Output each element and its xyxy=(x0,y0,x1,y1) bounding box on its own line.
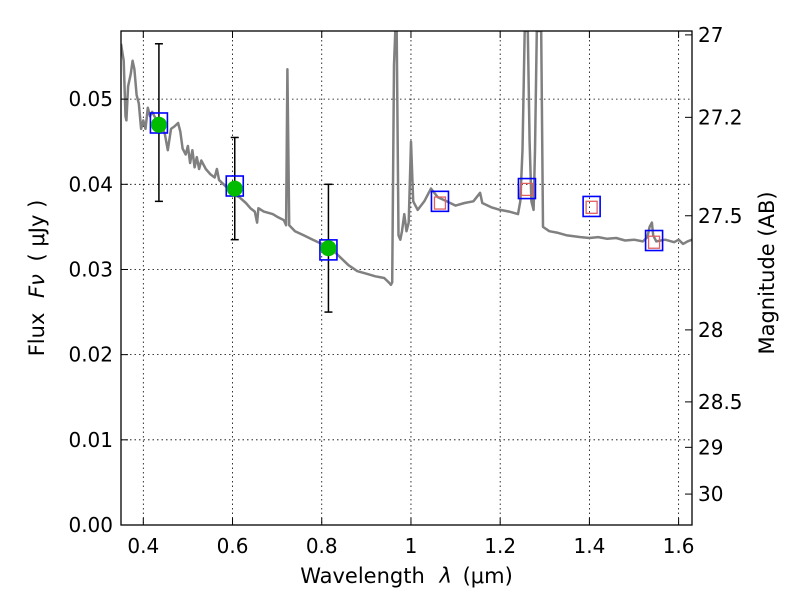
x-tick-label: 0.4 xyxy=(127,534,159,558)
y-axis-label-symbol: Fν xyxy=(25,274,49,298)
y-axis-label: Flux Fν ( μJy ) xyxy=(25,200,49,357)
model-photometry-box xyxy=(430,190,450,213)
x-tick-label: 0.8 xyxy=(306,534,338,558)
plot-area xyxy=(121,31,692,287)
model-photometry-box xyxy=(582,195,601,218)
model-photometry-box xyxy=(644,229,664,252)
x-axis-label-unit: (μm) xyxy=(463,564,513,588)
y-axis-label-unit: ( μJy ) xyxy=(25,200,49,262)
x-tick-label: 1.4 xyxy=(573,534,605,558)
x-axis-label-symbol: λ xyxy=(438,564,451,588)
right-tick-label: 28 xyxy=(698,318,723,342)
sed-model-line xyxy=(121,31,692,287)
detection-point xyxy=(226,180,243,197)
model-photometry-box xyxy=(517,177,537,200)
y-axis-label-text: Flux xyxy=(25,313,49,357)
upper-limit-marker xyxy=(520,182,534,197)
right-tick-label: 29 xyxy=(698,435,723,459)
x-axis-label-text: Wavelength xyxy=(300,564,425,588)
right-tick-label: 27.5 xyxy=(698,204,743,228)
right-tick-label: 27 xyxy=(698,23,723,47)
grid-layer xyxy=(121,31,692,525)
upper-limit-marker xyxy=(433,196,447,210)
marker-layer xyxy=(149,43,664,313)
y-tick-label: 0.03 xyxy=(68,257,113,281)
y-tick-label: 0.01 xyxy=(68,428,113,452)
right-tick-label: 27.2 xyxy=(698,105,743,129)
y-tick-label: 0.04 xyxy=(68,172,113,196)
model-photometry-box xyxy=(149,112,169,134)
detection-point xyxy=(320,240,337,257)
y-tick-label: 0.05 xyxy=(68,87,113,111)
right-tick-label: 30 xyxy=(698,482,723,506)
x-tick-label: 0.6 xyxy=(217,534,249,558)
model-photometry-box xyxy=(319,239,338,261)
upper-limit-marker xyxy=(647,235,661,249)
x-axis-label: Wavelength λ (μm) xyxy=(300,564,513,588)
right-tick-label: 28.5 xyxy=(698,390,743,414)
x-tick-label: 1.6 xyxy=(663,534,695,558)
tick-layer: 0.4 0.6 0.8 1 1.2 1.4 1.6 0.00 0.01 0.02 0.03 0.04 0… xyxy=(68,23,742,558)
y-tick-label: 0.00 xyxy=(68,513,113,537)
y-tick-label: 0.02 xyxy=(68,343,113,367)
x-tick-label: 1.2 xyxy=(484,534,516,558)
right-axis-label: Magnitude (AB) xyxy=(755,191,779,354)
detection-point xyxy=(150,116,167,133)
plot-frame xyxy=(120,30,693,526)
x-tick-label: 1 xyxy=(405,534,418,558)
upper-limit-marker xyxy=(585,200,598,214)
